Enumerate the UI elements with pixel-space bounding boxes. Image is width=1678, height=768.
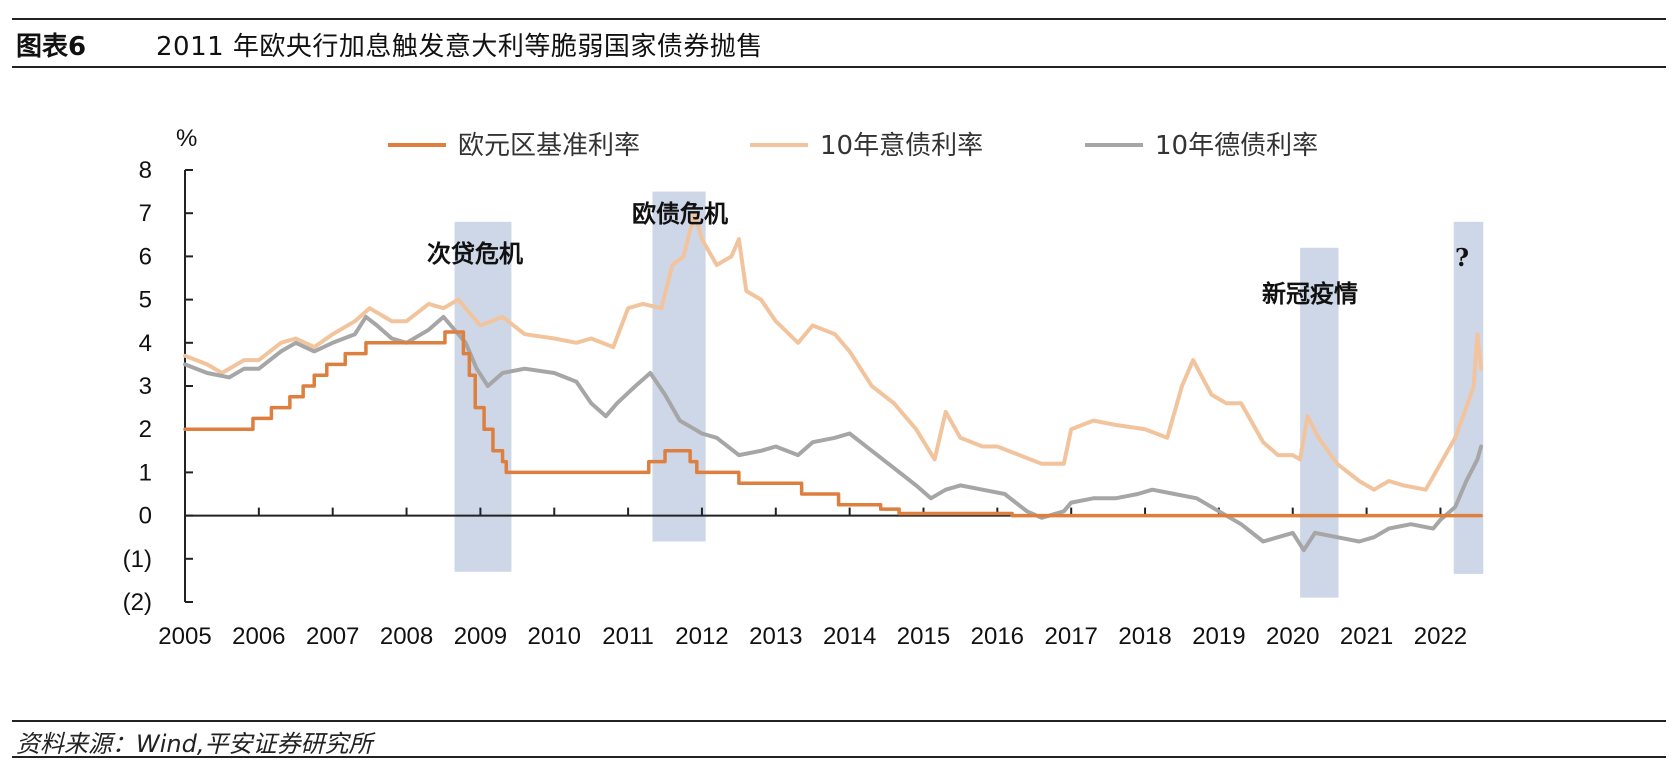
x-tick-label: 2007 xyxy=(306,623,359,650)
figure-header: 图表6 2011 年欧央行加息触发意大利等脆弱国家债券抛售 xyxy=(16,24,763,64)
x-tick-label: 2019 xyxy=(1192,623,1245,650)
y-tick-label: 1 xyxy=(139,459,152,486)
y-tick-label: 7 xyxy=(139,200,152,227)
y-tick-label: 8 xyxy=(139,157,152,184)
legend-label: 欧元区基准利率 xyxy=(458,131,640,161)
source-note: 资料来源：Wind,平安证券研究所 xyxy=(16,730,373,758)
x-tick-label: 2016 xyxy=(971,623,1024,650)
y-tick-label: 0 xyxy=(139,503,152,530)
x-tick-label: 2018 xyxy=(1118,623,1171,650)
series-line-2 xyxy=(183,211,1484,492)
x-tick-label: 2010 xyxy=(528,623,581,650)
axes: % 8 7 6 5 4 3 2 1 0 (1) (2)2005 2006 2007 2008 2009 2010… xyxy=(123,125,1472,650)
series-line-1 xyxy=(183,330,1483,518)
x-tick-label: 2005 xyxy=(158,623,211,650)
period-annotation: 欧债危机 xyxy=(632,199,728,228)
y-axis-unit: % xyxy=(176,125,197,152)
x-tick-label: 2013 xyxy=(749,623,802,650)
x-tick-label: 2017 xyxy=(1045,623,1098,650)
source-rule xyxy=(12,720,1666,722)
figure-label: 图表6 xyxy=(16,31,87,62)
x-tick-label: 2021 xyxy=(1340,623,1393,650)
legend-label: 10年意债利率 xyxy=(820,131,983,161)
y-tick-label: 5 xyxy=(139,287,152,314)
x-tick-label: 2022 xyxy=(1414,623,1467,650)
line-chart: % 8 7 6 5 4 3 2 1 0 (1) (2)2005 2006 2007 2008 2009 2010… xyxy=(123,125,1484,650)
x-tick-label: 2008 xyxy=(380,623,433,650)
legend-label: 10年德债利率 xyxy=(1155,131,1318,161)
x-tick-label: 2011 xyxy=(602,623,654,650)
x-tick-label: 2020 xyxy=(1266,623,1319,650)
shaded-period-1 xyxy=(454,221,512,572)
shaded-period-2 xyxy=(652,191,706,542)
series-lines xyxy=(183,211,1484,553)
x-tick-label: 2014 xyxy=(823,623,876,650)
y-tick-label: 3 xyxy=(139,373,152,400)
period-annotation: 次贷危机 xyxy=(427,239,523,268)
y-tick-label: 2 xyxy=(139,416,152,443)
legend: 欧元区基准利率 10年意债利率 10年德债利率 xyxy=(388,131,1318,161)
y-tick-label: 4 xyxy=(139,330,152,357)
period-annotation: ? xyxy=(1455,243,1469,272)
period-annotation: 新冠疫情 xyxy=(1262,279,1358,308)
x-tick-label: 2006 xyxy=(232,623,285,650)
y-tick-label: 6 xyxy=(139,243,152,270)
x-tick-label: 2015 xyxy=(897,623,950,650)
bottom-rule xyxy=(12,756,1666,758)
x-tick-label: 2012 xyxy=(675,623,728,650)
figure-title: 2011 年欧央行加息触发意大利等脆弱国家债券抛售 xyxy=(156,31,763,62)
top-rule xyxy=(12,18,1666,20)
x-tick-label: 2009 xyxy=(454,623,507,650)
y-tick-label: (2) xyxy=(123,589,152,616)
y-tick-label: (1) xyxy=(123,546,152,573)
header-rule xyxy=(12,66,1666,68)
